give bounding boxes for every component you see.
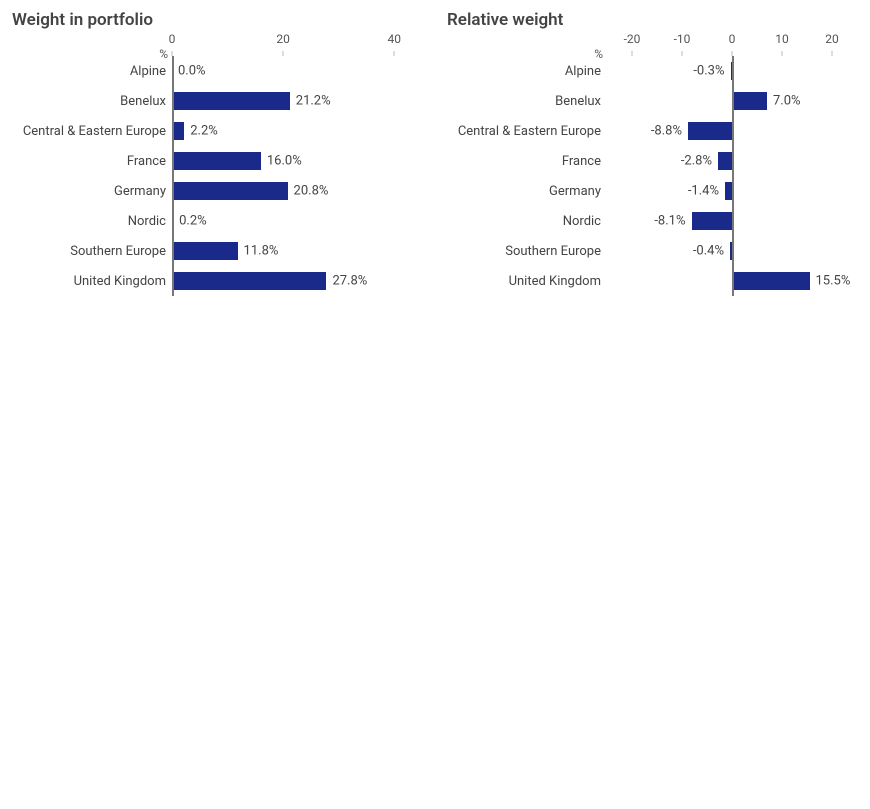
- category-label: Central & Eastern Europe: [12, 124, 172, 139]
- value-label: -0.4%: [693, 244, 724, 259]
- value-label: 2.2%: [190, 124, 218, 139]
- bar: [688, 122, 732, 140]
- category-label: Benelux: [12, 94, 172, 109]
- value-label: 0.0%: [178, 64, 206, 79]
- value-label: -8.1%: [654, 214, 685, 229]
- category-label: United Kingdom: [12, 274, 172, 289]
- category-label: Alpine: [12, 64, 172, 79]
- bar: [172, 272, 326, 290]
- value-label: 11.8%: [244, 244, 279, 259]
- bar: [692, 212, 733, 230]
- category-label: Central & Eastern Europe: [447, 124, 607, 139]
- value-label: -1.4%: [688, 184, 719, 199]
- value-label: 16.0%: [267, 154, 302, 169]
- axis-tick: 0: [169, 32, 176, 46]
- axis-tick: -20: [624, 32, 641, 46]
- bar: [172, 152, 261, 170]
- value-label: -0.3%: [693, 64, 724, 79]
- axis-tick: 0: [729, 32, 736, 46]
- value-label: -8.8%: [651, 124, 682, 139]
- axis-tick: 10: [775, 32, 789, 46]
- category-label: Benelux: [447, 94, 607, 109]
- bar: [732, 272, 810, 290]
- bar: [732, 92, 767, 110]
- bar: [725, 182, 732, 200]
- category-label: Southern Europe: [447, 244, 607, 259]
- value-label: 7.0%: [773, 94, 801, 109]
- value-label: 15.5%: [816, 274, 851, 289]
- bar: [172, 182, 288, 200]
- category-label: Germany: [12, 184, 172, 199]
- axis-tick: 40: [387, 32, 401, 46]
- axis-tick: 20: [276, 32, 290, 46]
- category-label: United Kingdom: [447, 274, 607, 289]
- bar: [172, 242, 238, 260]
- category-label: France: [447, 154, 607, 169]
- category-label: Southern Europe: [12, 244, 172, 259]
- category-label: Nordic: [12, 214, 172, 229]
- category-label: Nordic: [447, 214, 607, 229]
- axis-tick: 20: [825, 32, 839, 46]
- zero-axis: [732, 56, 734, 296]
- value-label: -2.8%: [681, 154, 712, 169]
- bar: [718, 152, 732, 170]
- value-label: 0.2%: [179, 214, 207, 229]
- category-label: Germany: [447, 184, 607, 199]
- category-label: France: [12, 154, 172, 169]
- value-label: 21.2%: [296, 94, 331, 109]
- bar: [172, 92, 290, 110]
- value-label: 27.8%: [332, 274, 367, 289]
- category-label: Alpine: [447, 64, 607, 79]
- axis-tick: -10: [674, 32, 691, 46]
- zero-axis: [172, 56, 174, 296]
- chart-title: Weight in portfolio: [12, 10, 423, 30]
- chart-title: Relative weight: [447, 10, 858, 30]
- value-label: 20.8%: [294, 184, 329, 199]
